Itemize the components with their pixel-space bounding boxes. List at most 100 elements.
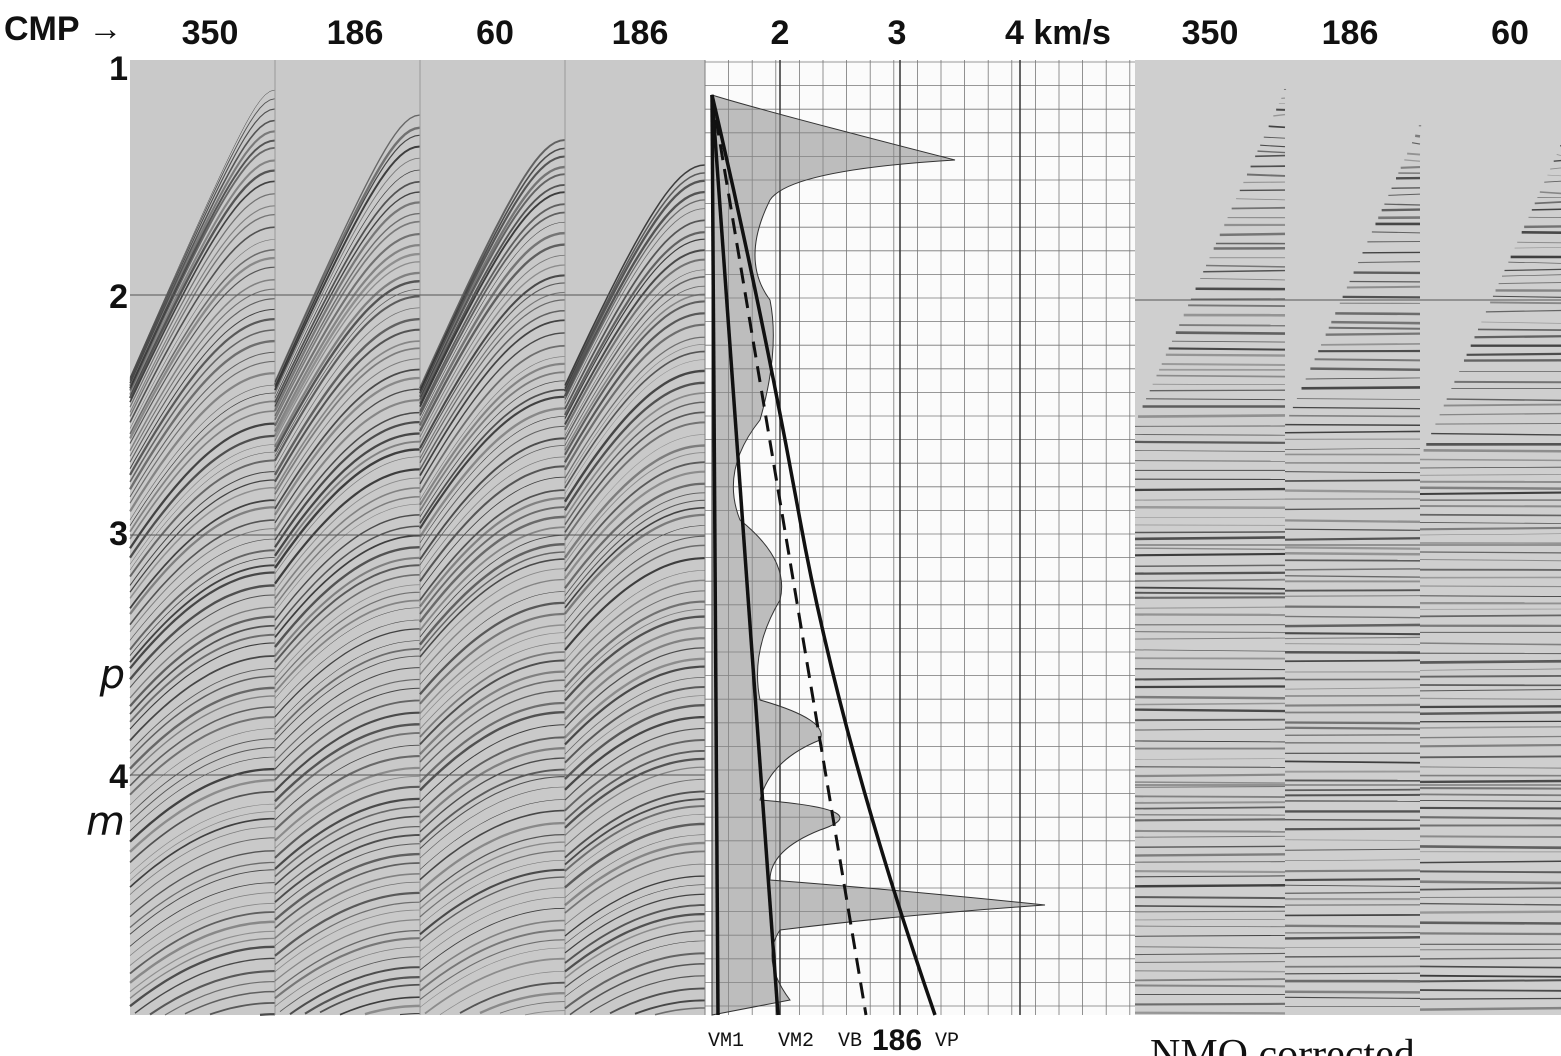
trace	[274, 191, 421, 407]
trace	[129, 738, 276, 815]
trace	[1134, 702, 1286, 706]
trace	[129, 706, 276, 787]
trace	[419, 860, 566, 926]
trace	[1284, 760, 1421, 764]
trace	[419, 850, 565, 918]
trace	[1284, 537, 1421, 541]
trace	[564, 434, 706, 550]
trace	[1134, 934, 1286, 937]
trace	[1134, 785, 1286, 788]
trace	[1134, 487, 1286, 492]
trace	[274, 514, 421, 621]
trace	[419, 868, 566, 936]
trace	[564, 715, 706, 791]
trace	[129, 130, 276, 387]
trace	[274, 456, 421, 574]
trace	[129, 716, 276, 796]
trace	[1138, 414, 1286, 418]
trace	[1134, 728, 1286, 731]
trace	[419, 558, 566, 658]
trace	[1284, 471, 1421, 474]
trace	[274, 295, 421, 462]
trace	[1175, 331, 1286, 335]
trace	[274, 564, 421, 663]
trace	[1534, 201, 1561, 205]
trace	[419, 476, 566, 591]
trace	[564, 704, 706, 780]
trace	[564, 249, 706, 425]
trace	[419, 437, 566, 561]
trace	[274, 946, 420, 1007]
trace	[129, 571, 276, 670]
velocity-label: 3	[888, 14, 907, 52]
trace	[564, 392, 706, 519]
trace	[1134, 718, 1286, 722]
trace	[274, 145, 421, 391]
trace	[274, 929, 421, 992]
trace	[1490, 301, 1561, 305]
trace	[129, 98, 276, 379]
trace	[1134, 531, 1286, 534]
trace	[1419, 766, 1561, 769]
trace	[129, 506, 276, 615]
trace	[1171, 340, 1286, 343]
trace	[1284, 914, 1421, 917]
trace	[1419, 466, 1561, 469]
trace	[274, 388, 421, 524]
trace	[419, 344, 566, 493]
trace	[1371, 231, 1421, 234]
trace	[564, 778, 706, 847]
trace	[1284, 721, 1421, 725]
trace	[1236, 198, 1286, 201]
trace	[1134, 978, 1286, 982]
semblance-contours	[711, 94, 1046, 1016]
trace	[419, 526, 566, 631]
trace	[274, 678, 421, 762]
trace	[419, 799, 566, 870]
trace	[274, 411, 421, 541]
trace	[1134, 773, 1286, 778]
trace	[564, 411, 706, 533]
trace	[1419, 659, 1561, 664]
trace	[564, 199, 706, 400]
trace	[1161, 362, 1286, 366]
trace	[1134, 875, 1286, 878]
trace	[149, 970, 276, 1016]
velocity-label: 2	[771, 14, 790, 52]
trace	[419, 736, 566, 814]
trace	[274, 496, 421, 607]
trace	[1284, 519, 1421, 523]
trace	[1284, 615, 1421, 619]
trace	[1419, 697, 1561, 701]
trace	[129, 817, 275, 888]
trace	[564, 626, 706, 711]
trace	[609, 987, 706, 1015]
trace	[419, 568, 566, 666]
trace	[129, 119, 276, 384]
trace	[1492, 295, 1561, 298]
trace	[129, 837, 275, 906]
trace	[274, 591, 421, 686]
trace	[1485, 309, 1561, 313]
trace	[1156, 374, 1286, 378]
trace	[273, 126, 421, 386]
trace	[1134, 918, 1286, 921]
trace	[1284, 891, 1421, 895]
trace	[274, 243, 421, 433]
trace	[419, 254, 566, 438]
trace	[419, 821, 566, 892]
trace	[274, 797, 421, 870]
trace	[129, 778, 275, 853]
trace	[1134, 905, 1286, 908]
trace	[274, 901, 421, 965]
trace	[1134, 536, 1286, 541]
trace	[479, 992, 565, 1015]
trace	[129, 89, 276, 378]
trace	[564, 739, 706, 812]
trace	[1284, 990, 1421, 994]
trace	[564, 637, 706, 721]
trace	[1431, 432, 1561, 436]
trace	[1419, 799, 1561, 802]
trace	[128, 256, 276, 439]
trace	[1284, 605, 1421, 609]
